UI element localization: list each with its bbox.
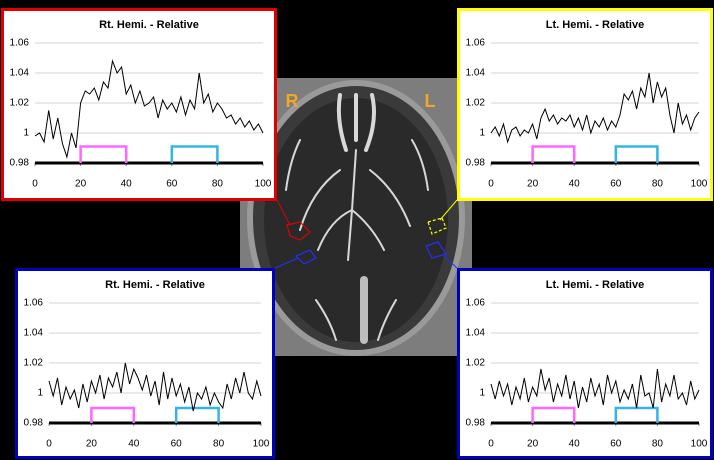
y-tick-label: 1.02: [466, 358, 486, 369]
chart-panel: Rt. Hemi. - Relative 0.98 1 1.02 1.04 1.06 0 20…: [3, 10, 276, 200]
x-tick-label: 80: [652, 439, 664, 450]
y-tick-label: 1: [23, 128, 29, 139]
side-label: L: [425, 91, 436, 111]
x-tick-label: 0: [46, 439, 52, 450]
y-tick-label: 0.98: [466, 418, 486, 429]
chart-panel: Lt. Hemi. - Relative 0.98 1 1.02 1.04 1.06 0 20…: [459, 270, 712, 458]
chart-title: Rt. Hemi. - Relative: [99, 19, 199, 31]
figure: R L Rt. Hemi. - Relative 0.98 1 1.02 1.04 1.0…: [0, 0, 714, 460]
x-tick-label: 0: [32, 179, 38, 190]
chart-title: Lt. Hemi. - Relative: [546, 279, 644, 291]
x-tick-label: 80: [213, 439, 225, 450]
y-tick-label: 1.02: [466, 98, 486, 109]
x-tick-label: 20: [527, 179, 539, 190]
x-tick-label: 100: [255, 179, 272, 190]
y-tick-label: 1: [479, 128, 485, 139]
y-tick-label: 1.06: [10, 38, 30, 49]
y-tick-label: 1.02: [10, 98, 30, 109]
x-tick-label: 100: [691, 439, 708, 450]
x-tick-label: 100: [691, 179, 708, 190]
y-tick-label: 1.04: [10, 68, 30, 79]
panel-frame: [17, 270, 274, 458]
chart-panel: Lt. Hemi. - Relative 0.98 1 1.02 1.04 1.06 0 20…: [459, 10, 712, 200]
x-tick-label: 60: [166, 179, 178, 190]
y-tick-label: 1: [37, 388, 43, 399]
y-tick-label: 1: [479, 388, 485, 399]
panel-frame: [459, 10, 712, 200]
x-tick-label: 0: [488, 439, 494, 450]
y-tick-label: 0.98: [10, 158, 30, 169]
x-tick-label: 40: [121, 179, 133, 190]
x-tick-label: 100: [253, 439, 270, 450]
x-tick-label: 40: [128, 439, 140, 450]
x-tick-label: 80: [652, 179, 664, 190]
chart-panel: Rt. Hemi. - Relative 0.98 1 1.02 1.04 1.06 0 20…: [17, 270, 274, 458]
y-tick-label: 0.98: [466, 158, 486, 169]
y-tick-label: 0.98: [24, 418, 44, 429]
x-tick-label: 40: [569, 439, 581, 450]
y-tick-label: 1.02: [24, 358, 44, 369]
x-tick-label: 80: [212, 179, 224, 190]
y-tick-label: 1.06: [466, 38, 486, 49]
x-tick-label: 60: [610, 439, 622, 450]
panel-frame: [459, 270, 712, 458]
y-tick-label: 1.04: [24, 328, 44, 339]
x-tick-label: 20: [75, 179, 87, 190]
chart-title: Rt. Hemi. - Relative: [105, 279, 205, 291]
x-tick-label: 0: [488, 179, 494, 190]
x-tick-label: 60: [610, 179, 622, 190]
y-tick-label: 1.04: [466, 68, 486, 79]
x-tick-label: 20: [86, 439, 98, 450]
y-tick-label: 1.06: [24, 298, 44, 309]
x-tick-label: 40: [569, 179, 581, 190]
chart-title: Lt. Hemi. - Relative: [546, 19, 644, 31]
side-label: R: [286, 91, 299, 111]
y-tick-label: 1.06: [466, 298, 486, 309]
panel-frame: [3, 10, 276, 200]
x-tick-label: 60: [171, 439, 183, 450]
y-tick-label: 1.04: [466, 328, 486, 339]
x-tick-label: 20: [527, 439, 539, 450]
